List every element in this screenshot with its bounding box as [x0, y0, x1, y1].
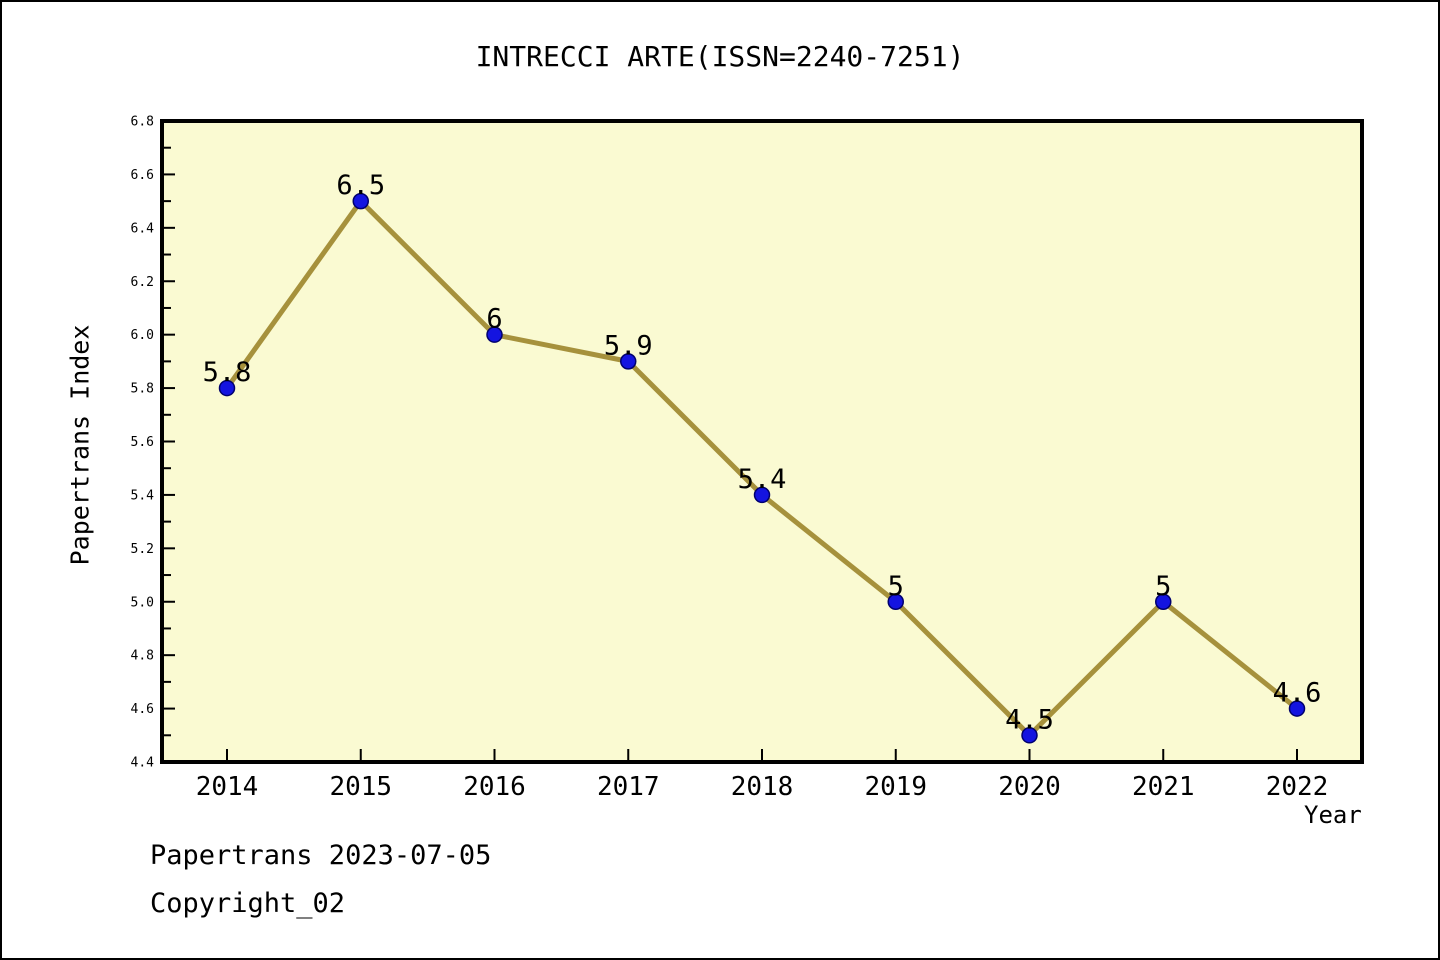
data-point: [486, 326, 503, 343]
y-tick-label: 5.8: [131, 382, 154, 397]
data-point-label: 5: [888, 571, 904, 602]
y-tick-label: 5.0: [131, 595, 154, 610]
data-point-label: 4.6: [1273, 678, 1322, 709]
data-point-labels: 5.8 6.5 6 5.9 5.4 5 4.5 5 4.6: [203, 170, 1322, 735]
x-axis-tick-labels: 2014 2015 2016 2017 2018 2019 2020 2021 2022: [196, 772, 1329, 802]
y-tick-label: 6.2: [131, 275, 154, 290]
data-point-label: 4.5: [1005, 704, 1054, 735]
y-tick-label: 5.2: [131, 542, 154, 557]
x-tick-label: 2021: [1132, 772, 1195, 802]
x-tick-label: 2020: [998, 772, 1061, 802]
data-point: [1155, 593, 1172, 610]
x-tick-label: 2017: [597, 772, 660, 802]
data-point-label: 5.9: [604, 330, 653, 361]
footer-copyright: Copyright_02: [150, 888, 346, 919]
x-tick-label: 2018: [731, 772, 794, 802]
data-point-label: 5: [1155, 571, 1171, 602]
y-tick-label: 4.6: [131, 702, 154, 717]
data-point-label: 6.5: [336, 170, 385, 201]
footer-source-date: Papertrans 2023-07-05: [150, 840, 492, 871]
x-tick-label: 2014: [196, 772, 259, 802]
x-tick-label: 2022: [1266, 772, 1329, 802]
data-point: [753, 486, 771, 504]
y-tick-label: 4.4: [131, 756, 155, 771]
data-point: [218, 379, 236, 397]
x-tick-label: 2019: [864, 772, 927, 802]
x-tick-label: 2015: [329, 772, 392, 802]
y-axis-tick-labels: 4.4 4.6 4.8 5.0 5.2 5.4 5.6 5.8 6.0 6.2 6.4 6.6 6.8: [131, 115, 155, 771]
y-axis-ticks: [162, 120, 175, 763]
data-point: [1288, 700, 1306, 717]
data-point: [1021, 727, 1038, 744]
chart-title: INTRECCI ARTE(ISSN=2240-7251): [475, 40, 965, 73]
x-axis-ticks: [226, 749, 1298, 762]
y-tick-label: 6.6: [131, 168, 154, 183]
data-point-label: 5.4: [738, 464, 787, 495]
data-point: [620, 353, 637, 370]
data-point-label: 5.8: [203, 357, 252, 388]
y-tick-label: 6.8: [131, 115, 154, 130]
data-point: [887, 593, 904, 610]
y-tick-label: 6.0: [131, 328, 154, 343]
data-point-label: 6: [486, 304, 502, 335]
data-points: [218, 192, 1306, 744]
data-point: [352, 192, 369, 210]
y-tick-label: 6.4: [131, 221, 155, 236]
y-tick-label: 4.8: [131, 649, 154, 664]
y-tick-label: 5.4: [131, 488, 155, 503]
y-tick-label: 5.6: [131, 435, 154, 450]
plot-area: [160, 119, 1364, 764]
x-axis-title: Year: [1304, 801, 1362, 829]
x-tick-label: 2016: [463, 772, 526, 802]
